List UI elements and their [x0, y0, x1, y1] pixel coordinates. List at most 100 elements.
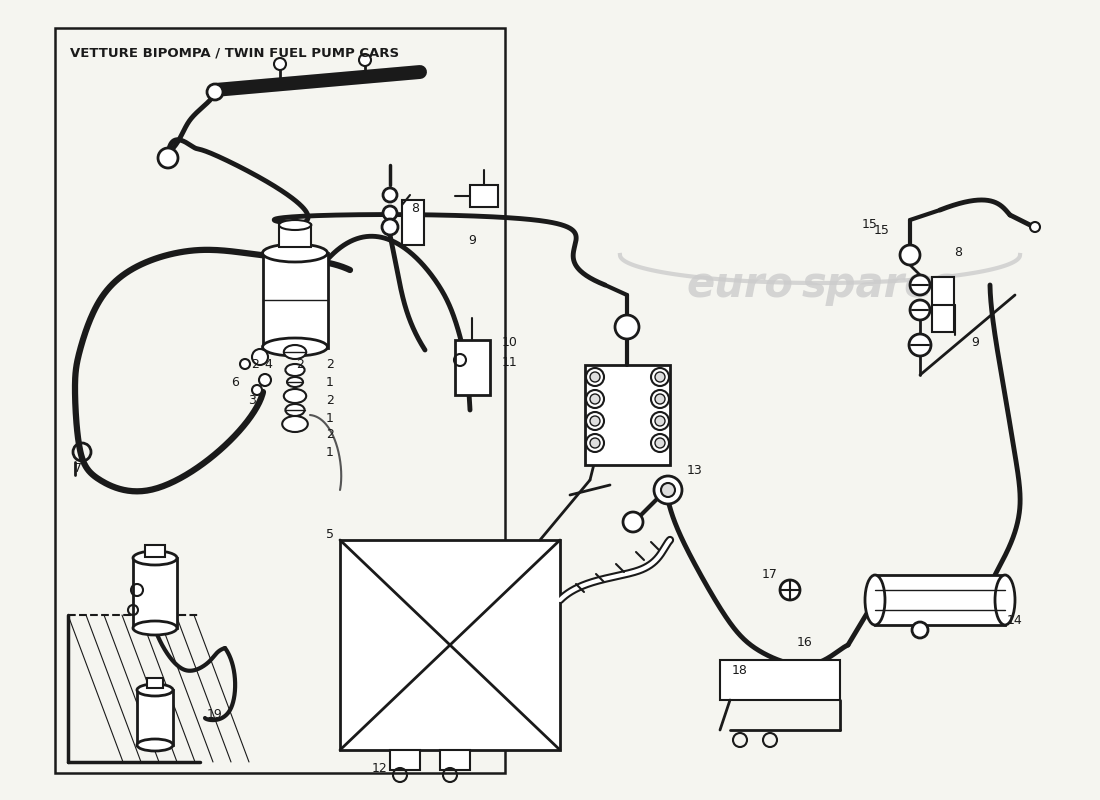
Circle shape	[382, 219, 398, 235]
Bar	[145, 545, 165, 557]
Bar	[133, 558, 177, 628]
Circle shape	[590, 394, 600, 404]
Text: 8: 8	[954, 246, 962, 258]
Circle shape	[383, 188, 397, 202]
Text: 9: 9	[469, 234, 476, 246]
Bar	[340, 540, 560, 750]
Ellipse shape	[133, 621, 177, 635]
Ellipse shape	[279, 220, 311, 230]
Ellipse shape	[287, 377, 303, 387]
Ellipse shape	[138, 684, 173, 696]
Circle shape	[654, 438, 666, 448]
Ellipse shape	[285, 404, 305, 416]
Circle shape	[651, 368, 669, 386]
Bar	[147, 678, 163, 688]
Bar	[455, 340, 490, 395]
Bar	[720, 660, 840, 700]
Circle shape	[590, 438, 600, 448]
Text: 4: 4	[264, 358, 272, 371]
Text: 6: 6	[231, 375, 239, 389]
Circle shape	[252, 349, 268, 365]
Circle shape	[258, 374, 271, 386]
Text: euro: euro	[161, 301, 260, 339]
Bar	[279, 225, 311, 247]
Text: 15: 15	[862, 218, 878, 231]
Circle shape	[900, 245, 920, 265]
Circle shape	[207, 84, 223, 100]
Circle shape	[586, 368, 604, 386]
Bar	[55, 28, 505, 773]
Bar	[402, 200, 424, 245]
Ellipse shape	[263, 244, 328, 262]
Ellipse shape	[285, 364, 305, 376]
Circle shape	[586, 434, 604, 452]
Circle shape	[654, 476, 682, 504]
Text: 17: 17	[762, 569, 778, 582]
Circle shape	[654, 394, 666, 404]
Circle shape	[654, 372, 666, 382]
Circle shape	[274, 58, 286, 70]
Text: 2: 2	[296, 358, 304, 371]
Circle shape	[240, 359, 250, 369]
Text: 7: 7	[74, 462, 82, 474]
Circle shape	[590, 372, 600, 382]
Text: 10: 10	[502, 335, 518, 349]
Circle shape	[623, 512, 643, 532]
Ellipse shape	[284, 389, 306, 403]
Ellipse shape	[284, 345, 306, 359]
Text: 2: 2	[326, 394, 334, 406]
Text: 13: 13	[688, 463, 703, 477]
Text: VETTURE BIPOMPA / TWIN FUEL PUMP CARS: VETTURE BIPOMPA / TWIN FUEL PUMP CARS	[70, 46, 399, 59]
Bar	[390, 750, 420, 770]
Circle shape	[383, 206, 397, 220]
Text: 12: 12	[372, 762, 388, 774]
Text: spares: spares	[802, 264, 958, 306]
Bar	[138, 690, 173, 745]
Circle shape	[586, 390, 604, 408]
Circle shape	[158, 148, 178, 168]
Text: 3: 3	[249, 394, 256, 406]
Bar	[263, 253, 328, 348]
Circle shape	[654, 416, 666, 426]
Ellipse shape	[283, 416, 308, 432]
Text: 2: 2	[251, 358, 258, 371]
Circle shape	[910, 275, 930, 295]
Bar	[932, 277, 954, 332]
Circle shape	[912, 622, 928, 638]
Bar	[470, 185, 498, 207]
Text: 1: 1	[326, 446, 334, 459]
Circle shape	[615, 315, 639, 339]
Circle shape	[909, 334, 931, 356]
Circle shape	[651, 412, 669, 430]
Circle shape	[359, 54, 371, 66]
Text: 2: 2	[326, 429, 334, 442]
Text: 14: 14	[1008, 614, 1023, 626]
Text: 11: 11	[502, 355, 518, 369]
Text: 2: 2	[326, 358, 334, 371]
Text: euro: euro	[686, 264, 793, 306]
Ellipse shape	[138, 739, 173, 751]
Text: 16: 16	[798, 637, 813, 650]
Ellipse shape	[133, 551, 177, 565]
Text: 15: 15	[874, 223, 890, 237]
Text: 18: 18	[733, 663, 748, 677]
Circle shape	[651, 390, 669, 408]
Circle shape	[590, 416, 600, 426]
Text: 5: 5	[326, 529, 334, 542]
Bar	[585, 365, 670, 465]
Ellipse shape	[996, 575, 1015, 625]
Text: 8: 8	[411, 202, 419, 214]
Text: spares: spares	[257, 301, 403, 339]
Circle shape	[910, 300, 930, 320]
Text: 9: 9	[971, 335, 979, 349]
Text: 1: 1	[326, 411, 334, 425]
Circle shape	[1030, 222, 1040, 232]
Circle shape	[651, 434, 669, 452]
Bar	[874, 575, 1005, 625]
Circle shape	[780, 580, 800, 600]
Text: 1: 1	[326, 375, 334, 389]
Circle shape	[252, 385, 262, 395]
Text: 19: 19	[207, 709, 223, 722]
Circle shape	[586, 412, 604, 430]
Bar	[440, 750, 470, 770]
